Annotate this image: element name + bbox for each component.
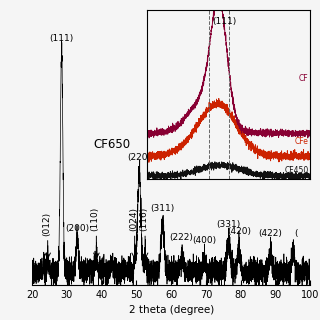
Text: (110): (110) — [91, 207, 100, 231]
Text: (400): (400) — [192, 236, 216, 244]
Text: (420): (420) — [227, 227, 251, 236]
Text: CF650: CF650 — [93, 138, 131, 150]
Text: CF450: CF450 — [284, 166, 308, 175]
Text: (220): (220) — [127, 153, 151, 162]
Text: (111): (111) — [50, 34, 74, 43]
Text: (116): (116) — [139, 207, 148, 231]
Text: (422): (422) — [259, 229, 282, 238]
Text: CF: CF — [299, 74, 308, 83]
X-axis label: 2 theta (degree): 2 theta (degree) — [129, 305, 214, 315]
Text: (331): (331) — [217, 220, 241, 229]
Text: CFe: CFe — [295, 138, 308, 147]
Text: (222): (222) — [170, 233, 194, 242]
Text: (200): (200) — [65, 224, 89, 233]
Text: (: ( — [294, 229, 298, 238]
Text: (311): (311) — [150, 204, 175, 213]
Text: (024): (024) — [129, 207, 138, 231]
Text: (012): (012) — [42, 212, 51, 236]
Text: (111): (111) — [212, 17, 236, 26]
